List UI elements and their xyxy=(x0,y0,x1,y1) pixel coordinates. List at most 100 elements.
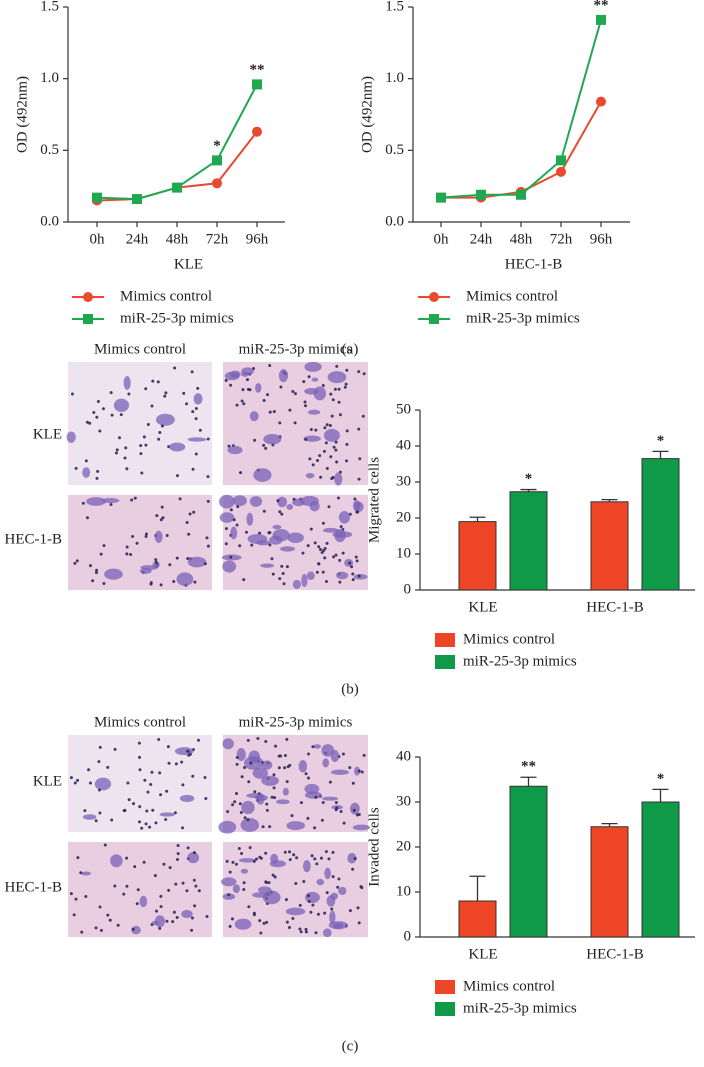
cell-stain xyxy=(88,421,92,425)
cell-stain xyxy=(314,428,318,432)
cell-stain xyxy=(345,442,349,446)
x-tick-label: 72h xyxy=(550,231,573,247)
cell-stain xyxy=(300,495,319,507)
cell-stain xyxy=(122,892,126,896)
cell-stain xyxy=(157,738,161,742)
point xyxy=(436,192,446,203)
cell-stain xyxy=(175,474,179,478)
cell-stain xyxy=(286,821,305,831)
cell-stain xyxy=(110,854,123,868)
cell-stain xyxy=(357,370,361,374)
cell-stain xyxy=(84,894,88,898)
cell-stain xyxy=(130,498,134,502)
legend-swatch xyxy=(435,980,455,994)
significance: ** xyxy=(521,759,536,775)
cell-stain xyxy=(123,456,127,460)
cell-stain xyxy=(313,857,317,861)
cell-stain xyxy=(190,370,194,374)
cell-stain xyxy=(142,435,146,439)
cell-stain xyxy=(187,852,200,864)
cell-stain xyxy=(231,803,235,807)
cell-stain xyxy=(221,877,237,887)
cell-stain xyxy=(334,472,343,486)
point xyxy=(92,192,102,203)
error-bar xyxy=(652,450,669,459)
cell-stain xyxy=(185,889,189,893)
cell-stain xyxy=(115,448,119,452)
cell-stain xyxy=(354,555,358,559)
cell-stain xyxy=(154,915,166,928)
cell-stain xyxy=(108,918,112,922)
cell-stain xyxy=(351,578,355,582)
cell-stain xyxy=(329,392,333,396)
cell-stain xyxy=(81,501,85,505)
cell-stain xyxy=(101,407,105,411)
cell-stain xyxy=(249,761,253,765)
series-line xyxy=(441,101,602,199)
cell-stain xyxy=(187,532,191,536)
cell-stain xyxy=(99,928,103,932)
x-tick-label: 48h xyxy=(166,231,189,247)
cell-stain xyxy=(344,382,348,386)
cell-stain xyxy=(256,736,260,740)
cell-stain xyxy=(246,738,250,742)
cell-stain xyxy=(323,428,340,442)
cell-stain xyxy=(233,800,237,804)
cell-stain xyxy=(83,809,87,813)
x-tick-label: HEC-1-B xyxy=(586,946,644,962)
cell-stain xyxy=(179,794,195,803)
cell-stain xyxy=(125,856,129,860)
cell-stain xyxy=(334,553,338,557)
cell-stain xyxy=(322,449,326,453)
cell-stain xyxy=(287,926,291,930)
cell-stain xyxy=(249,411,259,422)
x-tick-label: 96h xyxy=(590,231,613,247)
legend-swatch xyxy=(435,633,455,647)
cell-stain xyxy=(269,535,283,545)
cell-stain xyxy=(309,428,313,432)
cell-stain xyxy=(292,579,301,589)
cell-stain xyxy=(165,789,169,793)
cell-stain xyxy=(186,846,190,850)
x-axis-label: HEC-1-B xyxy=(505,256,563,272)
x-tick-label: 48h xyxy=(510,231,533,247)
cell-stain xyxy=(232,495,247,507)
cell-stain xyxy=(285,907,306,916)
cell-stain xyxy=(262,443,266,447)
cell-stain xyxy=(293,392,297,396)
cell-stain xyxy=(74,466,78,470)
cell-stain xyxy=(231,860,235,864)
cell-stain xyxy=(227,444,231,448)
cell-stain xyxy=(283,766,287,770)
cell-stain xyxy=(270,795,274,799)
cell-stain xyxy=(264,739,268,743)
cell-stain xyxy=(264,851,268,855)
cell-stain xyxy=(284,898,288,902)
cell-stain xyxy=(355,559,359,563)
cell-stain xyxy=(73,781,77,785)
cell-stain xyxy=(291,917,295,921)
cell-stain xyxy=(327,857,331,861)
cell-stain xyxy=(131,927,135,931)
cell-stain xyxy=(265,920,269,924)
cell-stain xyxy=(304,791,322,799)
cell-stain xyxy=(349,802,360,815)
y-tick-label: 50 xyxy=(396,401,411,417)
cell-stain xyxy=(247,905,251,909)
cell-stain xyxy=(343,385,347,389)
cell-stain xyxy=(253,468,272,482)
point xyxy=(252,79,262,90)
cell-stain xyxy=(181,910,193,918)
micrograph-row-label: HEC-1-B xyxy=(5,879,63,895)
cell-stain xyxy=(79,871,83,875)
cell-stain xyxy=(295,856,299,860)
cell-stain xyxy=(224,527,228,531)
micrograph-column-label: miR-25-3p mimics xyxy=(239,341,353,357)
cell-stain xyxy=(140,826,144,830)
cell-stain xyxy=(137,741,141,745)
cell-stain xyxy=(92,410,96,414)
cell-stain xyxy=(113,398,130,412)
cell-stain xyxy=(272,524,282,530)
cell-stain xyxy=(244,530,248,534)
cell-stain xyxy=(286,765,290,769)
